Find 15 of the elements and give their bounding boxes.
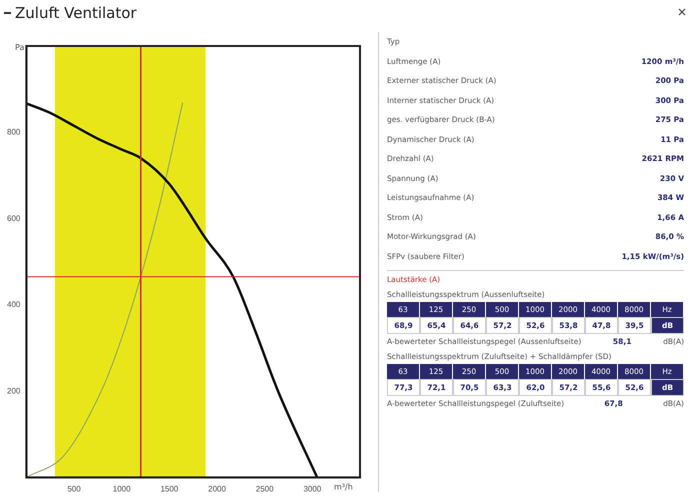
y-tick-label: 600: [6, 214, 21, 223]
y-axis-title: Pa: [14, 43, 24, 52]
y-tick-label: 200: [6, 386, 21, 396]
x-tick-label: 2000: [208, 484, 226, 494]
x-tick-label: 1500: [160, 484, 179, 494]
line-series: [26, 102, 184, 478]
x-tick-label: 2500: [256, 484, 274, 494]
x-tick-label: 1000: [112, 484, 132, 494]
y-tick-label: 400: [6, 300, 21, 310]
line-series: [26, 102, 318, 478]
x-axis-title: m³/h: [334, 482, 353, 492]
x-tick-label: 500: [67, 484, 82, 494]
chart-title: Zuluft Ventilator: [15, 4, 137, 22]
y-tick-label: 800: [6, 127, 21, 136]
x-tick-label: 3000: [303, 484, 322, 494]
